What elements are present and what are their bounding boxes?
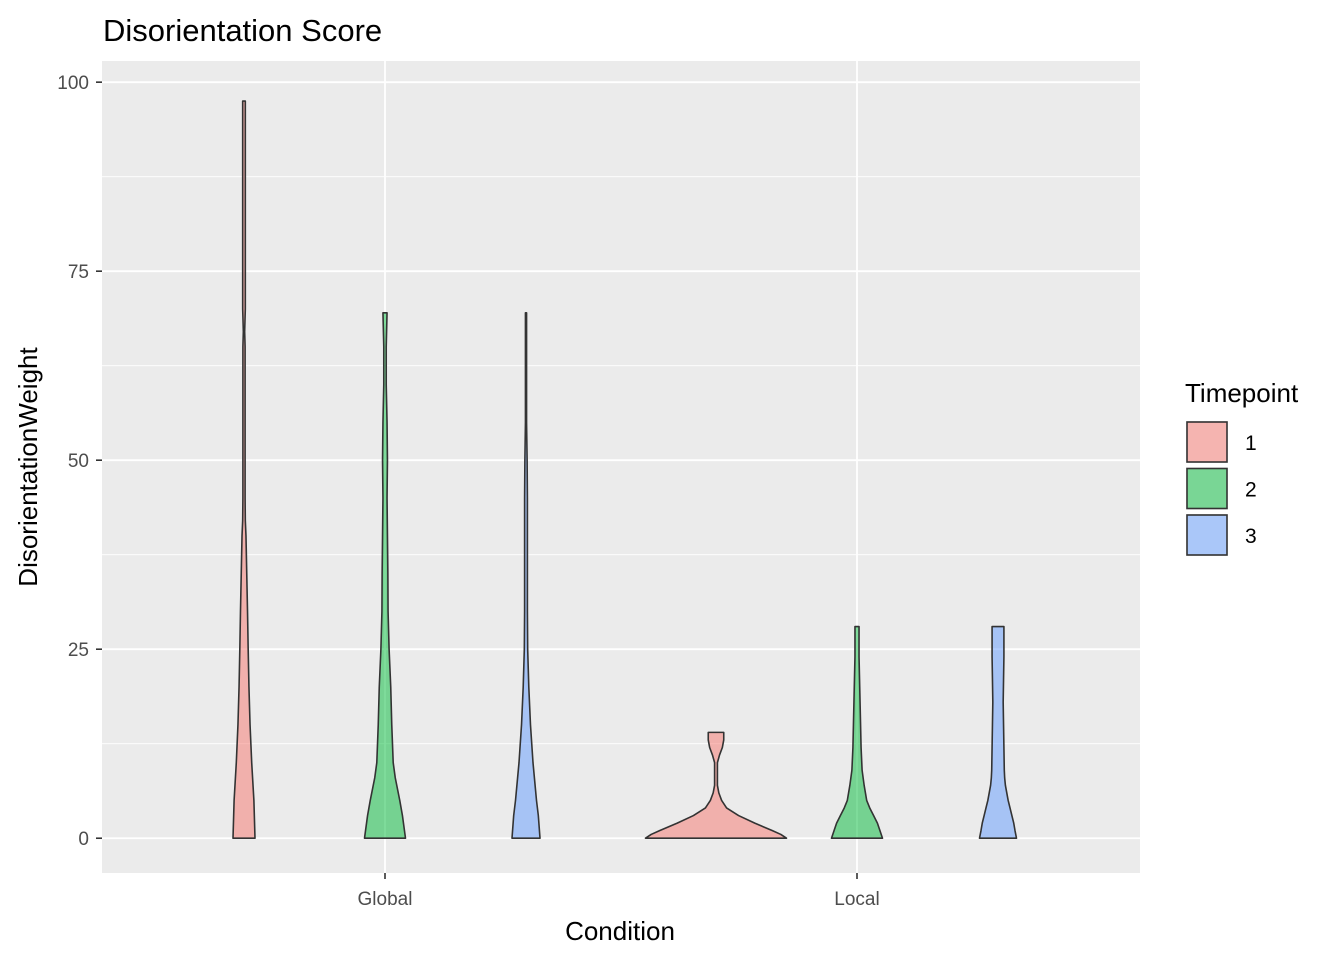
y-axis: 0 25 50 75 100 [57, 73, 102, 850]
legend-title: Timepoint [1185, 378, 1299, 408]
legend-swatch-3 [1186, 514, 1228, 556]
legend-swatch-1 [1186, 421, 1228, 463]
y-tick-label: 50 [68, 451, 89, 472]
violin-local-timepoint-3 [978, 625, 1018, 840]
plot-panel [102, 61, 1140, 873]
legend-label-1: 1 [1245, 432, 1257, 455]
chart-title: Disorientation Score [103, 13, 382, 48]
violin-global-timepoint-2 [363, 311, 407, 840]
violin-local-timepoint-2 [830, 625, 884, 840]
x-axis-title: Condition [565, 916, 675, 946]
y-tick-label: 25 [68, 640, 89, 661]
y-tick-label: 75 [68, 262, 89, 283]
legend-label-3: 3 [1245, 525, 1257, 548]
violin-local-timepoint-1 [644, 731, 788, 840]
violin-global-timepoint-1 [232, 100, 256, 840]
legend-swatch-2 [1186, 467, 1228, 510]
y-tick-label: 0 [78, 829, 89, 850]
legend-label-2: 2 [1245, 479, 1257, 502]
violin-global-timepoint-3 [511, 311, 541, 840]
y-tick-label: 100 [57, 73, 89, 94]
legend: Timepoint 1 2 3 [1185, 378, 1299, 556]
x-tick-label-local: Local [834, 889, 879, 910]
y-axis-title: DisorientationWeight [13, 347, 43, 587]
x-axis: Global Local [358, 873, 880, 910]
minor-gridlines [102, 176, 1140, 745]
x-tick-label-global: Global [358, 889, 413, 910]
violin-layer [232, 100, 1018, 840]
